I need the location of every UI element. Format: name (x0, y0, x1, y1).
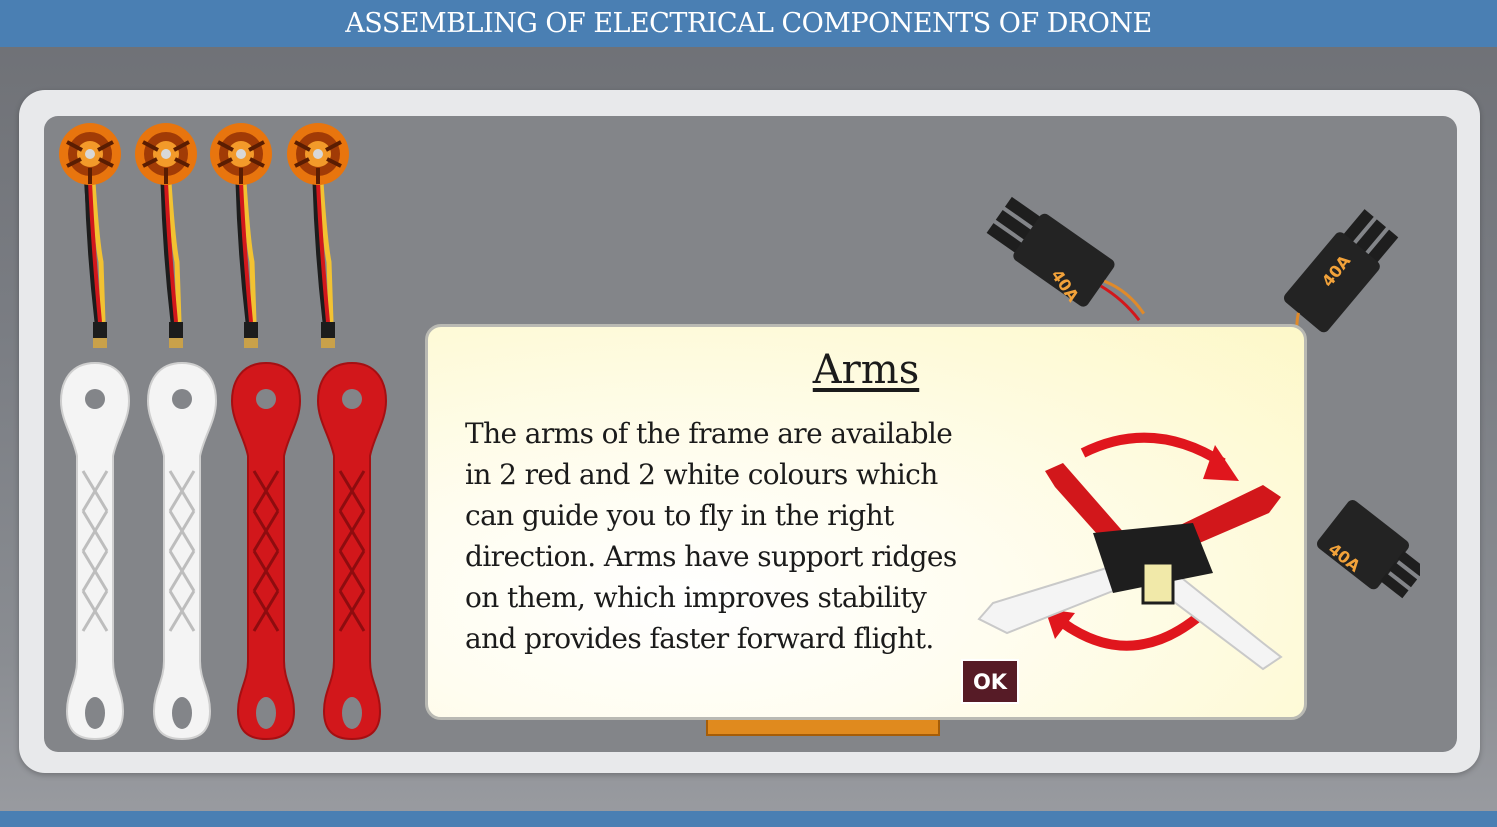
esc-1-icon[interactable]: 40A (975, 192, 1165, 332)
dialog-body-line: direction. Arms have support ridges (465, 540, 957, 573)
ok-button[interactable]: OK (961, 659, 1019, 704)
dialog-body: The arms of the frame are available in 2… (465, 413, 1025, 659)
motor-3-icon[interactable] (208, 122, 274, 352)
white-arm-2-icon[interactable] (146, 361, 218, 741)
motor-1-icon[interactable] (57, 122, 123, 352)
quadcopter-frame-icon (977, 432, 1283, 671)
dialog-body-line: in 2 red and 2 white colours which (465, 458, 938, 491)
dialog-body-line: can guide you to fly in the right (465, 499, 894, 532)
esc-3-icon[interactable]: 40A (1300, 495, 1420, 630)
dialog-body-line: The arms of the frame are available (465, 417, 953, 450)
white-arm-1-icon[interactable] (59, 361, 131, 741)
red-arm-1-icon[interactable] (230, 361, 302, 741)
motor-4-icon[interactable] (285, 122, 351, 352)
footer-bar (0, 811, 1497, 827)
dialog-body-line: on them, which improves stability (465, 581, 927, 614)
dialog-body-line: and provides faster forward flight. (465, 622, 934, 655)
red-arm-2-icon[interactable] (316, 361, 388, 741)
page-title: ASSEMBLING OF ELECTRICAL COMPONENTS OF D… (345, 8, 1152, 39)
app-header: ASSEMBLING OF ELECTRICAL COMPONENTS OF D… (0, 0, 1497, 47)
power-board-edge (706, 716, 940, 736)
dialog-title: Arms (812, 347, 920, 393)
motor-2-icon[interactable] (133, 122, 199, 352)
info-dialog: Arms The arms of the frame are available… (425, 324, 1307, 720)
